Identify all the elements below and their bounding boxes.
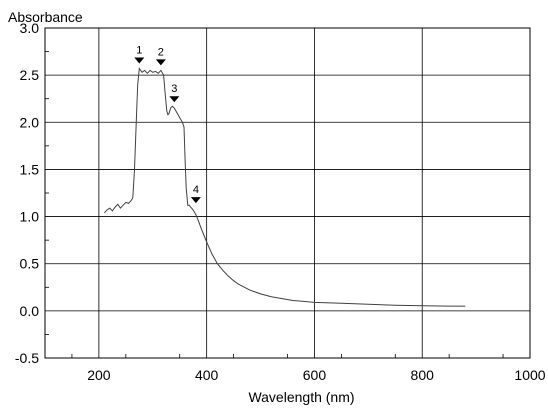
peak-label-1: 1 bbox=[136, 45, 142, 57]
y-tick-label: -0.5 bbox=[15, 350, 39, 366]
plot-frame bbox=[44, 27, 531, 359]
peak-marker-1 bbox=[134, 57, 145, 64]
y-tick-label: 3.0 bbox=[20, 20, 40, 36]
y-tick-label: 0.0 bbox=[20, 303, 40, 319]
x-tick-label: 200 bbox=[87, 367, 111, 383]
y-axis-tick-labels: -0.5 0.0 0.5 1.0 1.5 2.0 2.5 3.0 bbox=[15, 20, 39, 366]
peak-marker-2 bbox=[155, 59, 166, 66]
peak-label-2: 2 bbox=[158, 46, 164, 58]
peak-marker-3 bbox=[169, 96, 180, 103]
x-axis-tick-labels: 200 400 600 800 1000 bbox=[87, 367, 546, 383]
x-tick-label: 400 bbox=[195, 367, 219, 383]
y-tick-label: 1.0 bbox=[20, 209, 40, 225]
peak-label-3: 3 bbox=[171, 83, 177, 95]
x-tick-label: 600 bbox=[303, 367, 327, 383]
y-tick-label: 1.5 bbox=[20, 161, 40, 177]
x-axis-title: Wavelength (nm) bbox=[248, 389, 354, 405]
x-tick-label: 800 bbox=[411, 367, 435, 383]
grid-lines bbox=[45, 27, 531, 359]
absorbance-curve bbox=[103, 67, 466, 307]
peak-marker-4 bbox=[190, 197, 201, 204]
y-tick-label: 2.0 bbox=[20, 114, 40, 130]
y-axis-title: Absorbance bbox=[8, 9, 83, 25]
peak-label-4: 4 bbox=[193, 184, 199, 196]
peak-markers: 1 2 3 4 bbox=[134, 45, 201, 204]
y-tick-label: 0.5 bbox=[20, 256, 40, 272]
y-tick-label: 2.5 bbox=[20, 67, 40, 83]
x-tick-label: 1000 bbox=[514, 367, 545, 383]
